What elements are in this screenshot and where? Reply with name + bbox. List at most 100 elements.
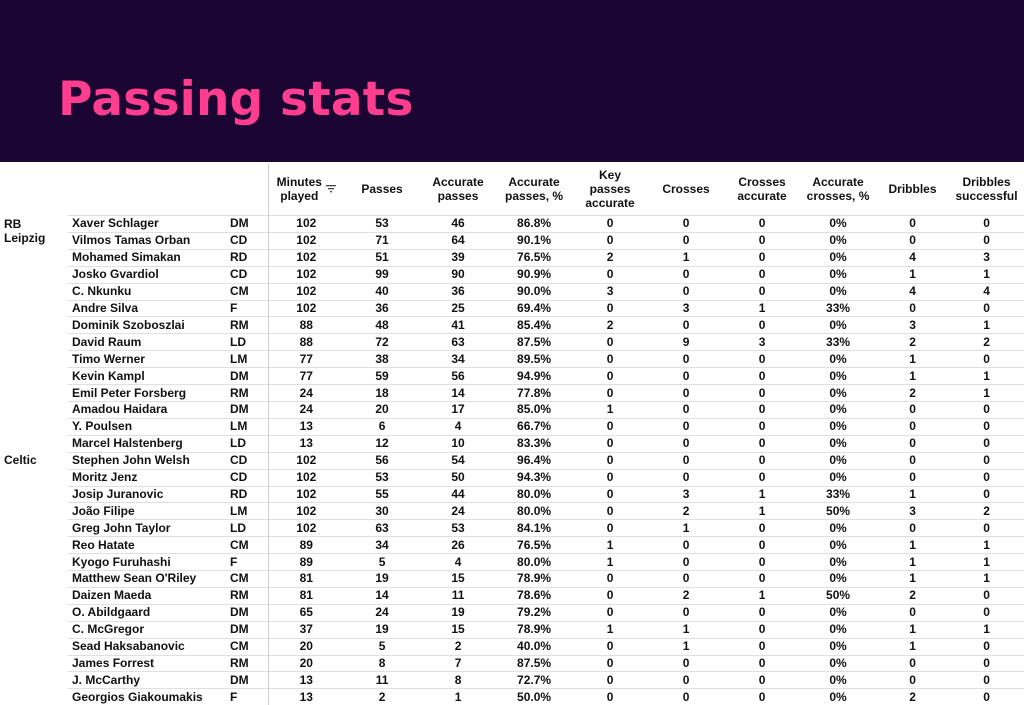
col-accurate-passes-pct[interactable]: Accurate passes, % bbox=[496, 163, 572, 216]
stat-cell: 2 bbox=[949, 334, 1024, 351]
stat-cell: 0 bbox=[724, 571, 800, 588]
stat-cell: 14 bbox=[344, 587, 420, 604]
stat-cell: 40.0% bbox=[496, 638, 572, 655]
stat-cell: 0 bbox=[648, 689, 724, 705]
stat-cell: 94.3% bbox=[496, 469, 572, 486]
stat-cell: 0 bbox=[949, 418, 1024, 435]
stat-cell: 0% bbox=[800, 385, 876, 402]
stat-cell: 3 bbox=[724, 334, 800, 351]
stat-cell: 15 bbox=[420, 621, 496, 638]
stat-cell: 0 bbox=[876, 520, 949, 537]
stat-cell: 90 bbox=[420, 266, 496, 283]
stat-cell: 0 bbox=[724, 232, 800, 249]
stat-cell: 50.0% bbox=[496, 689, 572, 705]
col-crosses[interactable]: Crosses bbox=[648, 163, 724, 216]
player-position: F bbox=[228, 300, 268, 317]
stat-cell: 0 bbox=[876, 418, 949, 435]
col-dribbles[interactable]: Dribbles bbox=[876, 163, 949, 216]
stat-cell: 0 bbox=[572, 655, 648, 672]
stat-cell: 0 bbox=[876, 452, 949, 469]
stat-cell: 0 bbox=[949, 486, 1024, 503]
stat-cell: 0 bbox=[648, 283, 724, 300]
stat-cell: 37 bbox=[268, 621, 344, 638]
col-minutes-played[interactable]: Minutes played bbox=[268, 163, 344, 216]
header-banner: Passing stats bbox=[0, 0, 1024, 162]
stat-cell: 0 bbox=[572, 232, 648, 249]
col-passes[interactable]: Passes bbox=[344, 163, 420, 216]
stat-cell: 0% bbox=[800, 283, 876, 300]
stat-cell: 102 bbox=[268, 283, 344, 300]
stat-cell: 19 bbox=[344, 621, 420, 638]
page-title: Passing stats bbox=[58, 72, 414, 127]
stat-cell: 0 bbox=[572, 469, 648, 486]
stat-cell: 0 bbox=[648, 655, 724, 672]
stat-cell: 0 bbox=[572, 418, 648, 435]
stat-cell: 96.4% bbox=[496, 452, 572, 469]
stat-cell: 0 bbox=[724, 216, 800, 233]
stat-cell: 0 bbox=[572, 503, 648, 520]
stat-cell: 56 bbox=[420, 368, 496, 385]
stat-cell: 0% bbox=[800, 604, 876, 621]
stats-table-container: Minutes played Passes Accurate passes Ac… bbox=[0, 163, 1024, 683]
col-label: Dribbles successful bbox=[956, 175, 1018, 203]
stat-cell: 2 bbox=[344, 689, 420, 705]
stat-cell: 39 bbox=[420, 249, 496, 266]
stat-cell: 50% bbox=[800, 503, 876, 520]
stat-cell: 0% bbox=[800, 249, 876, 266]
stat-cell: 1 bbox=[876, 486, 949, 503]
stat-cell: 0 bbox=[724, 249, 800, 266]
stat-cell: 64 bbox=[420, 232, 496, 249]
stat-cell: 55 bbox=[344, 486, 420, 503]
stat-cell: 102 bbox=[268, 520, 344, 537]
stat-cell: 102 bbox=[268, 249, 344, 266]
stat-cell: 1 bbox=[876, 351, 949, 368]
stat-cell: 0 bbox=[724, 638, 800, 655]
stat-cell: 0 bbox=[572, 351, 648, 368]
col-accurate-crosses-pct[interactable]: Accurate crosses, % bbox=[800, 163, 876, 216]
stat-cell: 13 bbox=[268, 672, 344, 689]
col-dribbles-successful[interactable]: Dribbles successful bbox=[949, 163, 1024, 216]
stat-cell: 1 bbox=[876, 621, 949, 638]
stat-cell: 85.4% bbox=[496, 317, 572, 334]
stat-cell: 0 bbox=[648, 418, 724, 435]
player-position: CD bbox=[228, 452, 268, 469]
stat-cell: 1 bbox=[949, 317, 1024, 334]
stat-cell: 50% bbox=[800, 587, 876, 604]
stat-cell: 0 bbox=[648, 604, 724, 621]
stat-cell: 1 bbox=[949, 621, 1024, 638]
stat-cell: 0 bbox=[648, 435, 724, 452]
stat-cell: 90.9% bbox=[496, 266, 572, 283]
stat-cell: 1 bbox=[572, 401, 648, 418]
col-accurate-passes[interactable]: Accurate passes bbox=[420, 163, 496, 216]
col-label: Key passes accurate bbox=[585, 168, 634, 210]
sort-desc-icon[interactable] bbox=[326, 182, 336, 196]
col-label: Accurate passes bbox=[432, 175, 483, 203]
player-name: Marcel Halstenberg bbox=[68, 435, 228, 452]
stat-cell: 0 bbox=[724, 385, 800, 402]
stat-cell: 8 bbox=[344, 655, 420, 672]
stat-cell: 0 bbox=[572, 452, 648, 469]
stat-cell: 0 bbox=[949, 520, 1024, 537]
col-label: Accurate passes, % bbox=[505, 175, 563, 203]
stat-cell: 0% bbox=[800, 452, 876, 469]
stat-cell: 0 bbox=[724, 554, 800, 571]
stat-cell: 2 bbox=[648, 587, 724, 604]
stat-cell: 1 bbox=[876, 638, 949, 655]
stat-cell: 84.1% bbox=[496, 520, 572, 537]
col-key-passes-accurate[interactable]: Key passes accurate bbox=[572, 163, 648, 216]
stat-cell: 0 bbox=[572, 300, 648, 317]
col-label: Crosses accurate bbox=[737, 175, 786, 203]
col-crosses-accurate[interactable]: Crosses accurate bbox=[724, 163, 800, 216]
stat-cell: 3 bbox=[648, 300, 724, 317]
stat-cell: 72 bbox=[344, 334, 420, 351]
stat-cell: 9 bbox=[648, 334, 724, 351]
stat-cell: 15 bbox=[420, 571, 496, 588]
stat-cell: 41 bbox=[420, 317, 496, 334]
